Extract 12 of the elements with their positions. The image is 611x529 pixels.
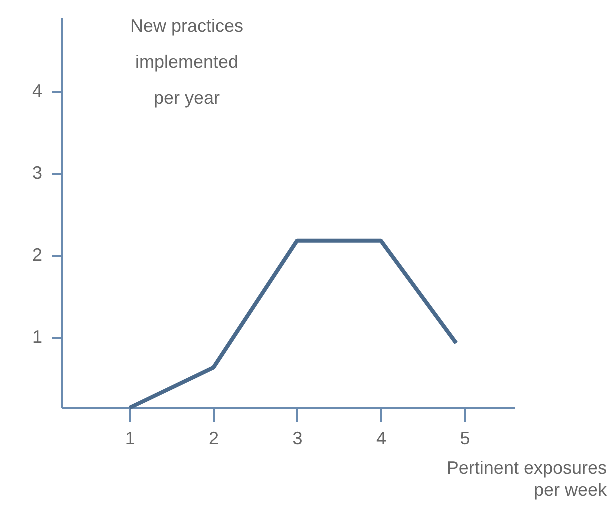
y-axis-title: New practices implemented per year (130, 16, 244, 108)
x-tick-label: 4 (376, 428, 387, 448)
y-tick-label: 4 (32, 81, 42, 102)
y-tick-label: 3 (32, 163, 42, 184)
x-tick-label: 2 (209, 428, 220, 448)
x-tick-label: 1 (125, 428, 136, 448)
line-series (128, 238, 458, 410)
y-tick-label: 2 (32, 245, 42, 266)
x-tick-label: 3 (292, 428, 303, 448)
y-tick-label: 1 (32, 327, 42, 348)
x-axis-title: Pertinent exposures per week (446, 458, 608, 500)
x-tick-label: 5 (460, 428, 470, 448)
